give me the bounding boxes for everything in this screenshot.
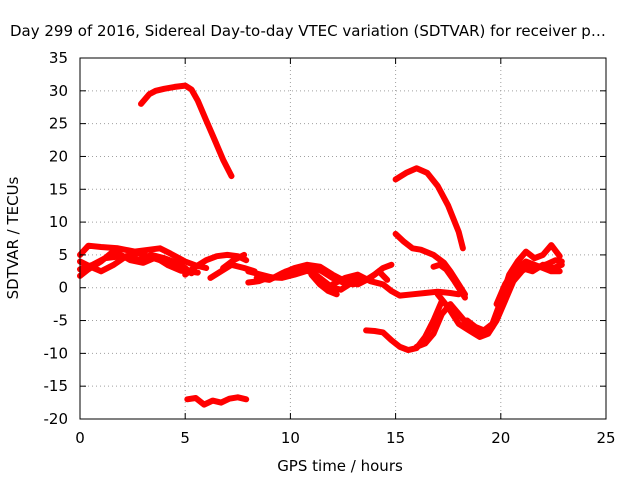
y-tick-label: 15 <box>49 180 68 198</box>
x-tick-label: 0 <box>75 429 85 447</box>
y-tick-label: 35 <box>49 49 68 67</box>
series-line-arc-20 <box>464 242 563 334</box>
y-tick-label: 5 <box>58 246 68 264</box>
y-tick-label: 0 <box>58 279 68 297</box>
y-tick-label: 10 <box>49 213 68 231</box>
series-line-arc-12 <box>308 271 340 298</box>
y-tick-label: 20 <box>49 147 68 165</box>
series-line-arc-13 <box>329 271 462 299</box>
series-line-arc-15 <box>392 165 466 252</box>
series-line-arc-8 <box>220 251 248 271</box>
series-line-arc-21 <box>493 261 565 308</box>
y-tick-label: -20 <box>44 410 69 428</box>
series-line-arc-11 <box>253 261 391 288</box>
ticks: 0 5 10 15 20 25 -20 -15 -10 -5 0 5 10 15 20 25 30 35 <box>44 49 616 447</box>
series-line-arc-17 <box>430 261 468 301</box>
chart-title: Day 299 of 2016, Sidereal Day-to-day VTE… <box>10 22 606 40</box>
series-line-arc-2 <box>77 242 210 271</box>
x-tick-label: 5 <box>180 429 190 447</box>
x-tick-label: 25 <box>596 429 615 447</box>
y-tick-label: 25 <box>49 115 68 133</box>
series-line-arc-1 <box>138 82 235 180</box>
x-axis-title: GPS time / hours <box>277 457 403 475</box>
y-tick-label: 30 <box>49 82 68 100</box>
y-tick-label: -10 <box>44 344 69 362</box>
series-line-arc-5 <box>77 248 201 279</box>
x-tick-label: 15 <box>386 429 405 447</box>
x-tick-label: 10 <box>281 429 300 447</box>
grid <box>80 58 606 419</box>
series-line-arc-22 <box>184 394 250 408</box>
y-tick-label: -15 <box>44 377 69 395</box>
y-tick-label: -5 <box>53 312 68 330</box>
plot-frame <box>79 57 607 420</box>
series-group <box>77 82 565 408</box>
series-line-arc-14 <box>363 297 445 354</box>
y-axis-title: SDTVAR / TECUs <box>4 176 22 299</box>
x-tick-label: 20 <box>491 429 510 447</box>
